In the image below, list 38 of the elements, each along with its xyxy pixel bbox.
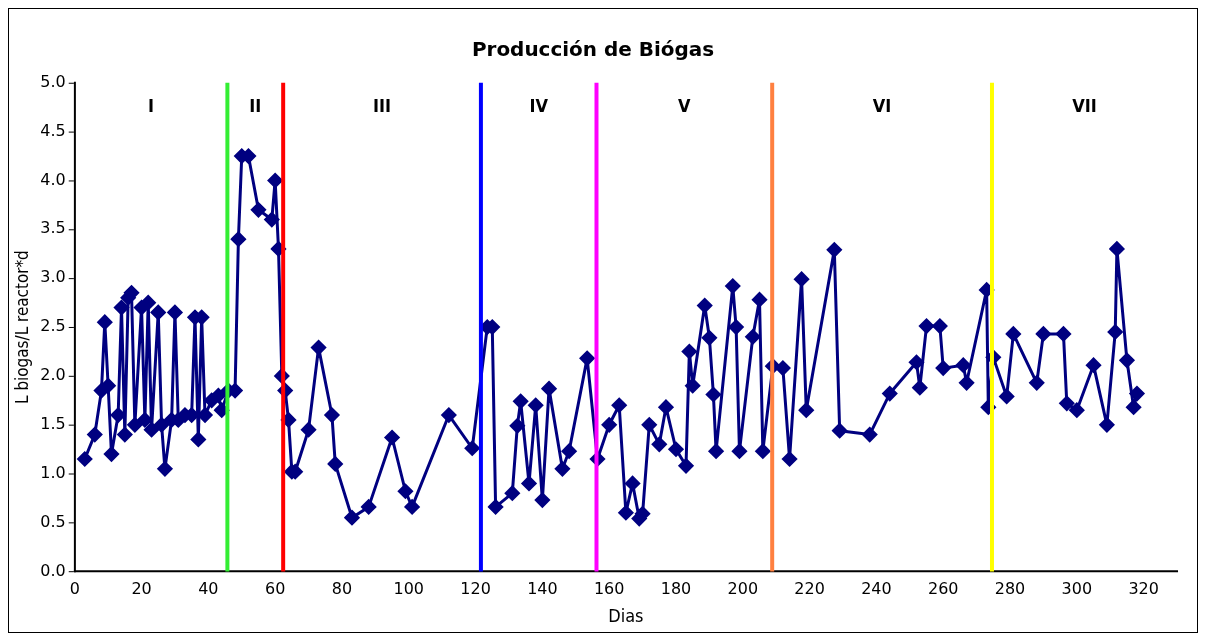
y-tick-label: 5.0 [40,71,66,91]
y-tick-label: 3.0 [40,267,66,287]
x-tick-label: 180 [660,579,692,599]
x-tick-label: 20 [131,579,152,599]
annotation: II [249,95,262,117]
x-tick-label: 100 [393,579,424,599]
x-tick-label: 0 [69,579,80,599]
y-tick-label: 4.5 [40,120,66,140]
chart-title: Producción de Biógas [471,37,715,62]
x-tick-label: 80 [331,579,353,599]
x-tick-label: 240 [861,579,892,599]
x-tick-label: 120 [460,579,491,599]
y-tick-label: 2.5 [40,316,66,336]
y-tick-label: 0.0 [40,560,66,580]
x-tick-label: 260 [927,579,959,599]
x-tick-label: 140 [527,579,558,599]
x-tick-label: 60 [264,579,286,599]
y-tick-label: 1.0 [40,462,66,482]
y-tick-label: 2.0 [40,365,66,385]
y-tick-label: 4.0 [40,169,66,189]
x-tick-label: 40 [198,579,219,599]
x-tick-label: 300 [1061,579,1093,599]
y-tick-label: 0.5 [40,511,66,531]
x-tick-label: 280 [994,579,1026,599]
x-tick-label: 160 [593,579,625,599]
x-tick-label: 220 [794,579,825,599]
x-tick-label: 200 [727,579,759,599]
y-tick-label: 1.5 [40,413,66,433]
annotation: IV [529,95,549,117]
x-tick-label: 320 [1128,579,1159,599]
y-axis-title: L biogas/L reactor*d [11,250,32,404]
x-axis-title: Dias [608,604,644,626]
annotation: V [678,95,692,117]
annotation: VI [872,95,892,117]
annotation: VII [1072,95,1097,117]
y-tick-label: 3.5 [40,218,66,238]
annotation: I [148,95,155,117]
annotation: III [373,95,392,117]
